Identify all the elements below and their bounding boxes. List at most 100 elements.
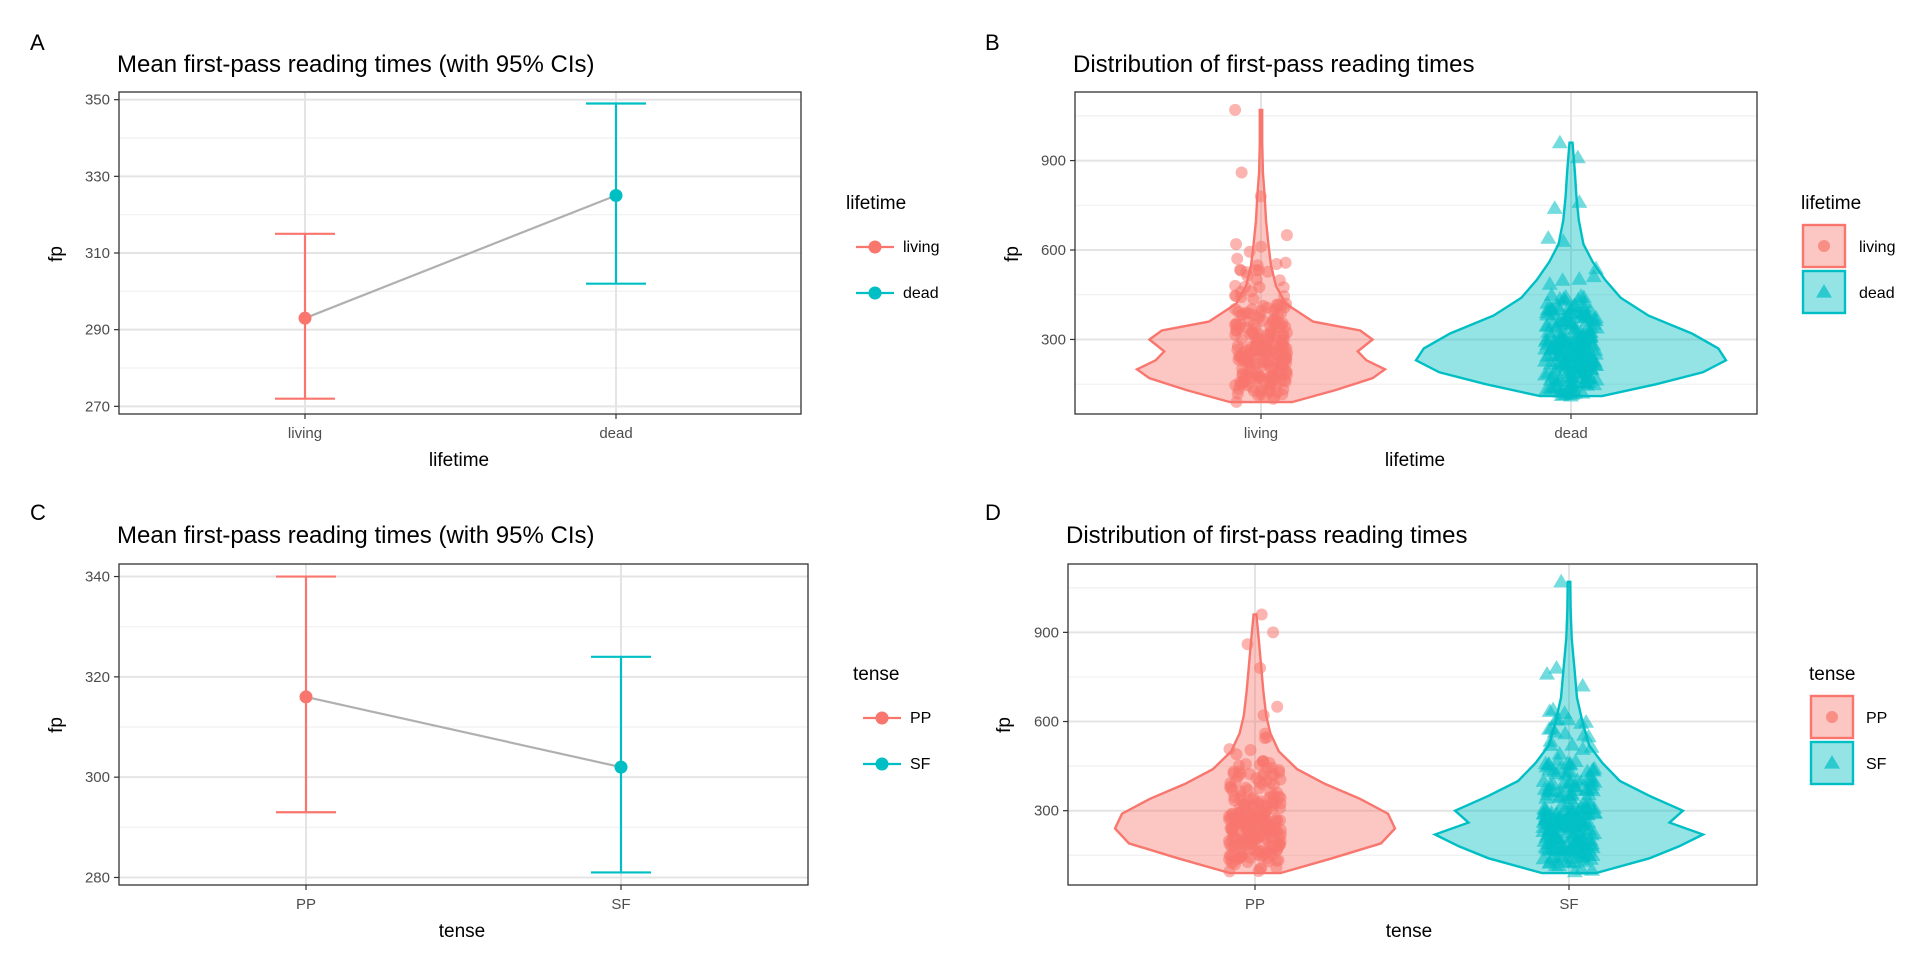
panel-c-xlabel: tense: [439, 921, 485, 942]
panel-b-data-point: [1235, 166, 1248, 179]
panel-a: Mean first-pass reading times (with 95% …: [46, 51, 939, 471]
panel-b-data-point: [1264, 319, 1277, 332]
panel-b-data-point: [1249, 370, 1262, 383]
panel-a-legend-label-2: dead: [903, 285, 939, 302]
panel-c-ytick-label: 300: [85, 769, 110, 786]
panel-d-title: Distribution of first-pass reading times: [1066, 522, 1467, 549]
panel-c-legend-key-point: [875, 757, 889, 771]
panel-b-data-point: [1539, 306, 1556, 321]
panel-b-data-point: [1547, 362, 1564, 376]
panel-d-data-point: [1541, 761, 1558, 776]
panel-b-data-point: [1247, 293, 1260, 305]
panel-b-ytick-label: 600: [1041, 242, 1066, 259]
panel-d-data-point: [1547, 806, 1564, 821]
panel-b-data-point: [1235, 291, 1248, 304]
panel-b-data-point: [1555, 290, 1572, 305]
panel-b-data-point: [1279, 373, 1292, 386]
panel-c: Mean first-pass reading times (with 95% …: [46, 522, 931, 942]
panel-d-data-point: [1260, 818, 1273, 831]
panel-d-plot: 300 600 900 PP SF: [1034, 563, 1855, 913]
panel-d-legend-label-2: SF: [1866, 756, 1887, 773]
panel-b-legend-key-marker: [1818, 240, 1830, 252]
panel-b-data-point: [1545, 337, 1562, 352]
panel-a-panel-border: [118, 91, 802, 415]
panel-a-xlabel: lifetime: [429, 450, 489, 471]
panel-d-data-point: [1266, 798, 1279, 811]
panel-d-legend-title: tense: [1809, 664, 1855, 685]
panel-b-data-point: [1275, 343, 1288, 356]
panel-b-data-point: [1230, 238, 1243, 251]
panel-d-ytick-label: 600: [1034, 714, 1059, 731]
panel-b-data-point: [1264, 328, 1277, 341]
panel-b-data-point: [1261, 265, 1274, 278]
panel-d-data-point: [1224, 781, 1237, 794]
panel-d-data-point: [1576, 800, 1593, 815]
panel-d-xtick-label: PP: [1245, 896, 1265, 913]
panel-b-data-point: [1555, 233, 1572, 247]
panel-d-data-point: [1274, 791, 1287, 804]
panel-d-data-point: [1552, 842, 1569, 857]
panel-b-data-point: [1571, 271, 1588, 285]
panel-d-legend-key-marker: [1824, 755, 1840, 769]
panel-c-legend-key-point: [875, 711, 889, 725]
panel-d-data-point: [1539, 666, 1555, 680]
panel-b-ytick-label: 900: [1041, 153, 1066, 170]
panel-d-data-point: [1576, 829, 1593, 844]
panel-b-data-point: [1230, 317, 1243, 330]
panel-d-data-point: [1560, 764, 1576, 778]
panel-c-xtick-label: PP: [296, 896, 316, 913]
panel-b-data-point: [1551, 134, 1568, 149]
panel-d-data-point: [1575, 853, 1592, 867]
panel-d-data-point: [1537, 811, 1554, 826]
panel-b-xtick-label: living: [1244, 425, 1278, 442]
panel-a-mean-point-living: [298, 311, 312, 325]
panel-c-plot: 280 300 320 340 PP SF: [85, 563, 901, 913]
panel-d-data-point: [1548, 660, 1565, 674]
panel-d-data-point: [1258, 732, 1271, 745]
panel-b-data-point: [1555, 383, 1572, 397]
panel-b-data-point: [1575, 374, 1592, 389]
panel-c-ytick-label: 280: [85, 869, 110, 886]
panel-tag-a: A: [30, 30, 45, 55]
panel-d-data-point: [1579, 763, 1596, 778]
panel-d-data-point: [1270, 854, 1283, 867]
panel-b-data-point: [1557, 327, 1574, 341]
panel-d-data-point: [1538, 840, 1555, 855]
panel-d-data-point: [1244, 744, 1257, 756]
panel-b-data-point: [1277, 281, 1290, 294]
panel-d-data-point: [1542, 737, 1559, 751]
panel-b-legend-label-2: dead: [1859, 285, 1895, 302]
panel-tag-d: D: [985, 500, 1001, 525]
panel-d-violin-SF: [1431, 580, 1707, 875]
panel-b-data-point: [1546, 200, 1563, 214]
panel-b-data-point: [1254, 190, 1267, 203]
panel-d-violin-PP: [1113, 613, 1397, 875]
panel-b-data-point: [1236, 367, 1249, 380]
panel-b-violin-dead: [1414, 141, 1728, 398]
panel-b-data-point: [1559, 315, 1576, 330]
panel-d-data-point: [1230, 748, 1243, 761]
panel-d-data-point: [1234, 785, 1247, 798]
panel-b-data-point: [1588, 260, 1604, 275]
panel-b-data-point: [1253, 281, 1266, 294]
panel-d-data-point: [1551, 745, 1568, 760]
panel-a-legend-title: lifetime: [846, 193, 906, 214]
panel-b-data-point: [1537, 366, 1554, 381]
panel-a-plot: 270 290 310 330 350 living dead: [85, 91, 894, 442]
panel-b-data-point: [1568, 347, 1585, 361]
panel-b-xlabel: lifetime: [1385, 450, 1445, 471]
panel-d-data-point: [1255, 862, 1268, 875]
panel-d-data-point: [1538, 790, 1555, 804]
panel-b-data-point: [1279, 256, 1292, 269]
panel-b-data-point: [1582, 327, 1599, 342]
panel-d-ylabel: fp: [994, 717, 1015, 733]
panel-d-data-point: [1560, 774, 1577, 788]
panel-c-title: Mean first-pass reading times (with 95% …: [117, 522, 595, 549]
panel-b-violin-living: [1134, 108, 1388, 404]
panel-d-data-point: [1549, 830, 1566, 845]
panel-d-data-point: [1246, 812, 1259, 825]
panel-d-data-point: [1550, 752, 1567, 766]
panel-d-panel-border: [1067, 563, 1758, 886]
panel-d-data-point: [1266, 761, 1279, 774]
panel-b-data-point: [1585, 268, 1602, 283]
